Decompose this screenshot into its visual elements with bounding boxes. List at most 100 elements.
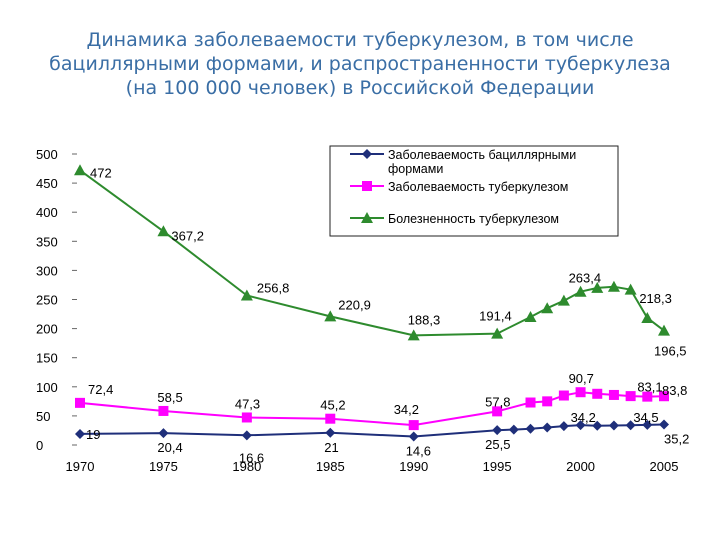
data-label-2-8: 196,5 — [654, 344, 687, 359]
data-point-2-1 — [157, 225, 170, 237]
data-point-2-12 — [624, 283, 637, 295]
data-point-0-13 — [625, 420, 636, 431]
data-point-2-14 — [658, 324, 670, 336]
data-point-1-8 — [558, 390, 569, 401]
y-tick-label-5: 250 — [36, 293, 58, 308]
x-tick-label-4: 1990 — [399, 459, 428, 474]
data-point-1-2 — [241, 412, 252, 423]
data-point-0-15 — [659, 419, 669, 430]
y-tick-label-7: 350 — [36, 234, 58, 249]
y-tick-label-2: 100 — [36, 380, 58, 395]
legend-box — [329, 145, 619, 237]
data-point-2-9 — [574, 285, 587, 297]
data-label-1-8: 83,8 — [662, 383, 687, 398]
x-tick-label-0: 1970 — [66, 459, 95, 474]
data-label-1-5: 57,8 — [485, 394, 510, 409]
legend-marker-2 — [361, 212, 373, 223]
y-tick-label-3: 150 — [36, 351, 58, 366]
data-label-2-1: 367,2 — [171, 228, 204, 243]
data-point-0-4 — [408, 431, 419, 442]
data-point-2-10 — [591, 281, 604, 293]
data-label-1-0: 72,4 — [88, 382, 113, 397]
data-label-1-7: 83,1 — [637, 380, 662, 395]
data-point-1-11 — [608, 389, 619, 400]
data-point-0-7 — [525, 423, 536, 434]
data-label-2-3: 220,9 — [338, 297, 371, 312]
data-point-1-13 — [642, 391, 653, 402]
y-tick-label-4: 200 — [36, 322, 58, 337]
legend-label-1: Заболеваемость туберкулезом — [388, 180, 568, 194]
data-label-0-7: 34,5 — [633, 410, 658, 425]
data-point-1-10 — [592, 388, 603, 399]
data-point-2-8 — [557, 294, 570, 306]
x-tick-label-2: 1980 — [232, 459, 261, 474]
data-point-0-14 — [642, 419, 653, 430]
chart-axes: 0 50 100 150 200 250 300 350 400 450 500 1970 1975 19… — [36, 147, 678, 474]
data-label-0-8: 35,2 — [664, 432, 689, 447]
y-tick-label-9: 450 — [36, 176, 58, 191]
data-point-1-6 — [525, 397, 536, 408]
data-point-1-9 — [575, 387, 586, 398]
chart-legend: Заболеваемость бациллярными формами Заболе… — [329, 145, 619, 237]
data-point-1-5 — [492, 406, 503, 417]
data-label-0-5: 25,5 — [485, 437, 510, 452]
data-label-2-2: 256,8 — [257, 281, 290, 296]
data-point-0-2 — [241, 430, 252, 441]
data-point-0-6 — [508, 424, 519, 435]
data-point-2-11 — [607, 280, 620, 292]
data-point-2-0 — [74, 164, 86, 176]
data-point-0-11 — [592, 420, 603, 431]
y-tick-label-6: 300 — [36, 263, 58, 278]
data-label-1-2: 47,3 — [235, 396, 260, 411]
data-label-0-3: 21 — [324, 440, 338, 455]
data-label-0-1: 20,4 — [157, 440, 182, 455]
data-label-2-0: 472 — [90, 165, 112, 180]
data-point-2-5 — [491, 327, 504, 339]
data-point-2-7 — [541, 302, 554, 314]
data-point-2-4 — [407, 329, 420, 341]
data-point-2-2 — [240, 289, 253, 301]
x-tick-label-7: 2005 — [650, 459, 679, 474]
data-point-0-9 — [558, 421, 569, 432]
legend-label-0: Заболеваемость бациллярными формами — [388, 148, 576, 176]
legend-label-2: Болезненность туберкулезом — [388, 212, 559, 226]
data-point-2-6 — [524, 310, 537, 322]
chart-title-line-2: бациллярными формами, и распространеннос… — [49, 53, 671, 75]
data-point-0-10 — [575, 420, 586, 431]
data-label-1-3: 45,2 — [320, 398, 345, 413]
data-point-0-5 — [492, 425, 503, 436]
x-tick-label-6: 2000 — [566, 459, 595, 474]
data-point-2-3 — [324, 310, 337, 322]
data-point-0-1 — [158, 428, 169, 439]
data-label-2-4: 188,3 — [408, 312, 441, 327]
data-point-0-3 — [325, 427, 336, 438]
data-point-2-13 — [641, 311, 654, 323]
y-tick-label-0: 0 — [36, 438, 43, 453]
data-point-1-14 — [659, 391, 669, 402]
data-label-2-6: 263,4 — [569, 271, 602, 286]
chart-title-line-3: (на 100 000 человек) в Российской Федера… — [125, 77, 595, 99]
data-label-1-4: 34,2 — [394, 402, 419, 417]
data-label-0-2: 16,6 — [239, 450, 264, 465]
data-label-0-6: 34,2 — [571, 410, 596, 425]
data-label-2-5: 191,4 — [479, 309, 512, 324]
chart-title: Динамика заболеваемости туберкулезом, в … — [0, 28, 720, 100]
data-point-1-0 — [75, 397, 85, 408]
data-point-0-8 — [542, 422, 553, 433]
data-point-0-0 — [75, 428, 85, 439]
chart-title-line-1: Динамика заболеваемости туберкулезом, в … — [86, 29, 634, 51]
data-label-0-0: 19 — [86, 427, 100, 442]
legend-marker-1 — [362, 181, 372, 191]
data-label-1-6: 90,7 — [569, 371, 594, 386]
series-line-0 — [79, 423, 665, 438]
data-point-0-12 — [608, 420, 619, 431]
data-point-1-7 — [542, 396, 553, 407]
y-tick-label-8: 400 — [36, 205, 58, 220]
data-label-0-4: 14,6 — [406, 444, 431, 459]
x-tick-label-1: 1975 — [149, 459, 178, 474]
x-tick-label-5: 1995 — [483, 459, 512, 474]
series-markers — [74, 164, 670, 442]
data-point-1-4 — [408, 420, 419, 431]
data-labels: 19 20,4 16,6 21 14,6 25,5 34,2 34,5 35,2 72,4 58,5… — [86, 165, 689, 465]
